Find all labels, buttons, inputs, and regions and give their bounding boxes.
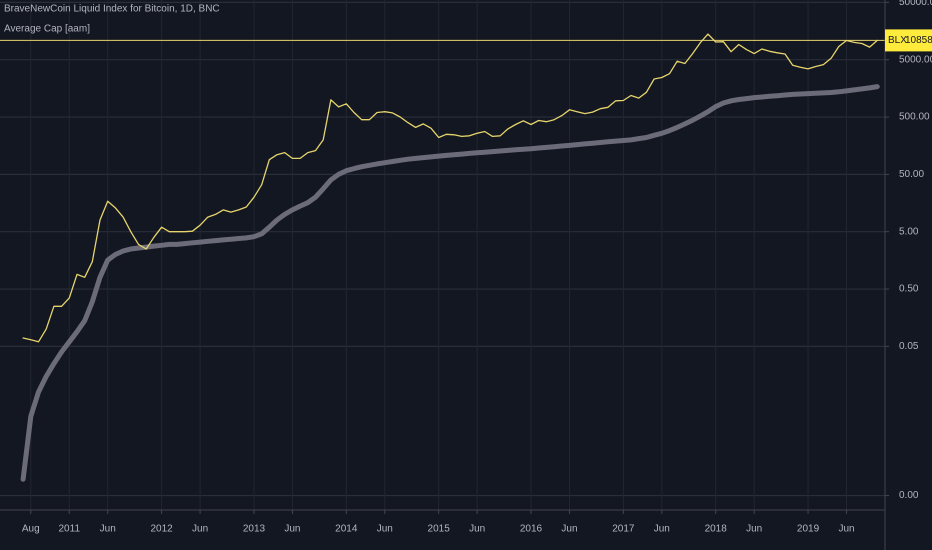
x-tick-label: Jun — [746, 524, 762, 535]
legend-entry: Average Cap [aam] — [4, 24, 90, 35]
x-tick-label: Jun — [838, 524, 854, 535]
y-tick-label: 5.00 — [899, 226, 919, 237]
lines — [0, 33, 885, 482]
series-line — [20, 84, 880, 482]
y-tick-label: 0.00 — [899, 490, 919, 501]
y-tick-label: 500.00 — [899, 112, 930, 123]
y-tick-label: 0.50 — [899, 284, 919, 295]
x-tick-label: 2014 — [335, 524, 358, 535]
x-tick-label: 2018 — [705, 524, 728, 535]
price-tag-value: 10858.36 — [905, 35, 932, 46]
grid — [0, 0, 885, 510]
series-line — [22, 33, 878, 343]
y-tick-label: 50.00 — [899, 169, 924, 180]
price-tag — [885, 29, 932, 52]
x-tick-label: 2011 — [59, 524, 81, 535]
x-tick-label: Jun — [192, 524, 208, 535]
x-tick-label: 2016 — [520, 524, 543, 535]
x-tick-label: 2013 — [243, 524, 266, 535]
x-tick-label: Jun — [377, 524, 393, 535]
y-tick-label: 5000.00 — [899, 54, 932, 65]
y-tick-label: 50000.00 — [899, 0, 932, 8]
x-tick-label: Jun — [284, 524, 300, 535]
x-tick-label: Jun — [469, 524, 485, 535]
y-tick-label: 0.05 — [899, 341, 919, 352]
x-tick-label: Jun — [654, 524, 670, 535]
x-tick-label: 2012 — [150, 524, 173, 535]
chart-title: BraveNewCoin Liquid Index for Bitcoin, 1… — [4, 4, 220, 15]
x-tick-label: 2017 — [612, 524, 635, 535]
x-tick-label: Jun — [100, 524, 116, 535]
labels: 0.00 0.05 0.50 5.00 50.00 500.00 5000.00 50000.… — [22, 0, 932, 535]
x-tick-label: 2015 — [428, 524, 451, 535]
x-tick-label: Jun — [561, 524, 577, 535]
x-tick-label: 2019 — [797, 524, 820, 535]
x-tick-label: Aug — [22, 524, 40, 535]
price-tag-name: BLX — [888, 35, 907, 46]
